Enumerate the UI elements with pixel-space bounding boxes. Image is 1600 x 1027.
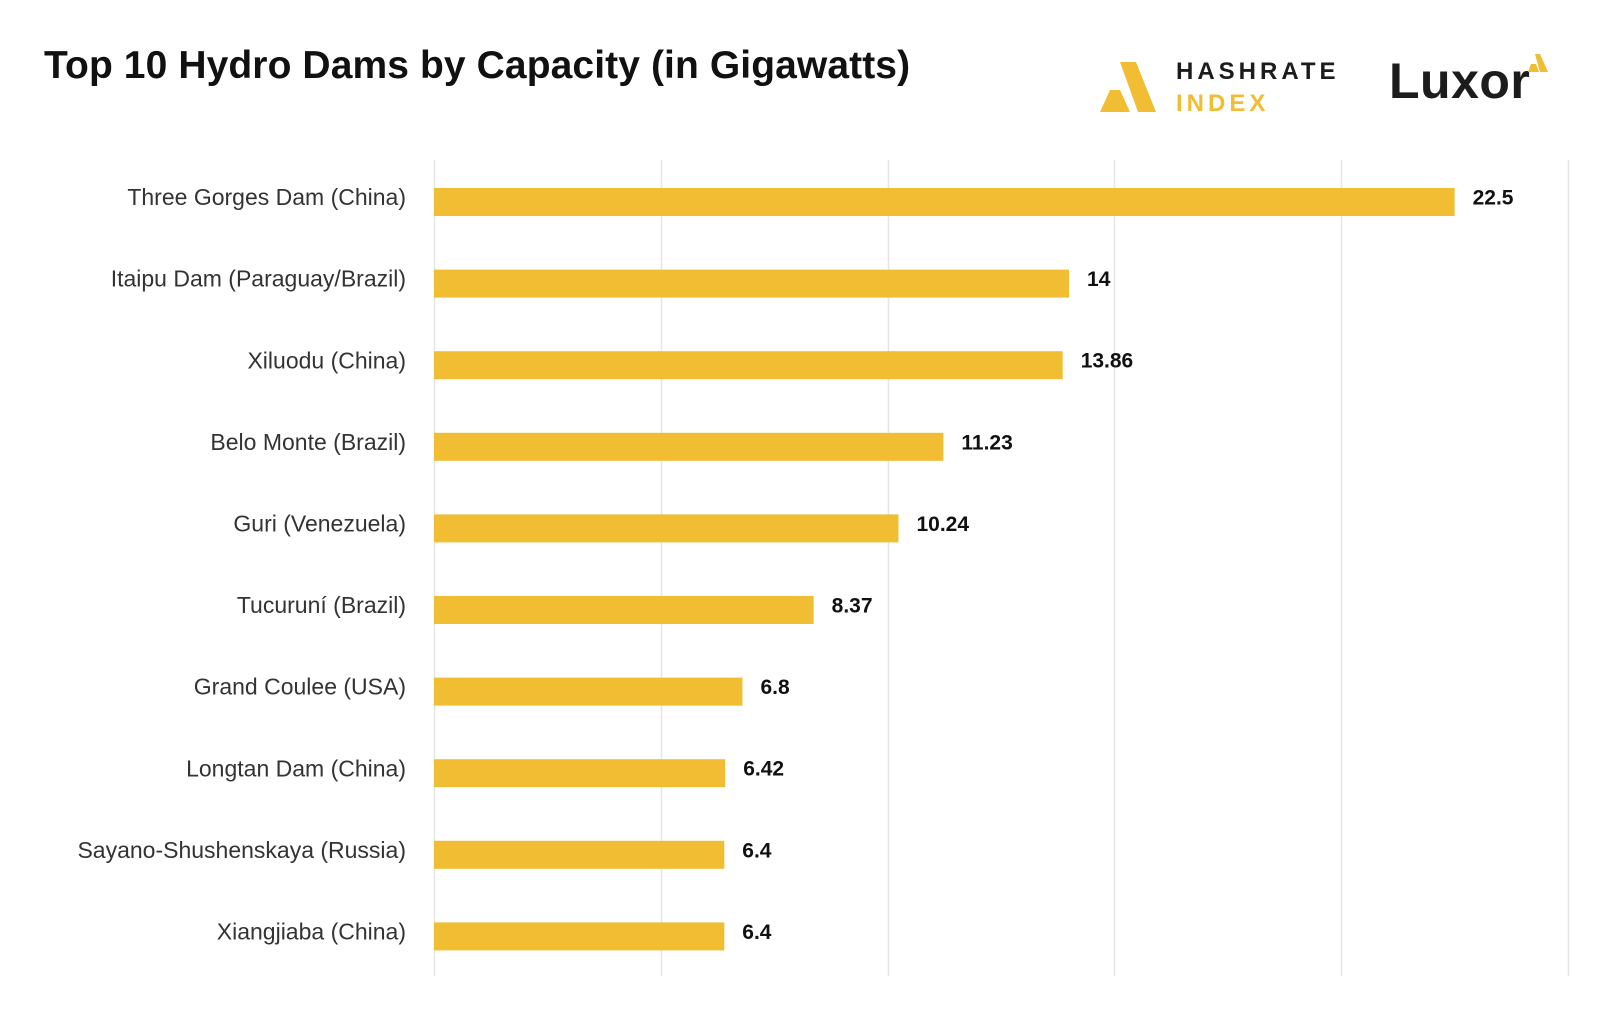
bar xyxy=(434,351,1063,380)
bar xyxy=(434,840,725,869)
luxor-mark-icon xyxy=(1528,54,1548,72)
bar xyxy=(434,596,814,624)
bar xyxy=(434,677,743,706)
category-label: Sayano-Shushenskaya (Russia) xyxy=(77,837,406,863)
page-title: Top 10 Hydro Dams by Capacity (in Gigawa… xyxy=(44,44,911,87)
category-label: Xiluodu (China) xyxy=(247,347,406,373)
value-labels: 22.5 14 13.86 11.23 10.24 8.37 6.8 6.42 6.4 6.4 xyxy=(742,187,1513,944)
category-label: Guri (Venezuela) xyxy=(233,510,406,536)
category-label: Belo Monte (Brazil) xyxy=(210,429,406,455)
category-label: Tucuruní (Brazil) xyxy=(237,592,406,618)
value-label: 14 xyxy=(1087,268,1111,291)
category-label: Itaipu Dam (Paraguay/Brazil) xyxy=(111,266,406,292)
hashrate-index-mark-icon xyxy=(1100,62,1156,112)
value-label: 22.5 xyxy=(1473,187,1514,210)
value-label: 8.37 xyxy=(832,595,873,618)
bar xyxy=(434,514,899,543)
value-label: 6.42 xyxy=(743,758,784,781)
category-labels: Three Gorges Dam (China) Itaipu Dam (Para… xyxy=(77,184,406,944)
value-label: 6.8 xyxy=(760,676,790,699)
bar xyxy=(434,269,1070,298)
value-label: 13.86 xyxy=(1081,350,1134,373)
index-word: INDEX xyxy=(1176,90,1270,117)
bars xyxy=(434,188,1455,951)
bar xyxy=(434,922,725,951)
category-label: Three Gorges Dam (China) xyxy=(127,184,406,210)
value-label: 6.4 xyxy=(742,921,772,944)
hashrate-index-logo: HASHRATE INDEX xyxy=(1098,58,1338,120)
bar xyxy=(434,188,1455,216)
value-label: 10.24 xyxy=(916,513,969,536)
bar xyxy=(434,432,944,461)
category-label: Longtan Dam (China) xyxy=(186,755,406,781)
category-label: Xiangjiaba (China) xyxy=(217,918,406,944)
bar xyxy=(434,759,726,788)
value-label: 11.23 xyxy=(961,431,1012,454)
luxor-wordmark: Luxor xyxy=(1389,53,1531,109)
hashrate-word: HASHRATE xyxy=(1176,58,1340,85)
category-label: Grand Coulee (USA) xyxy=(194,674,406,700)
value-label: 6.4 xyxy=(742,839,772,862)
luxor-logo: Luxor xyxy=(1389,52,1569,112)
